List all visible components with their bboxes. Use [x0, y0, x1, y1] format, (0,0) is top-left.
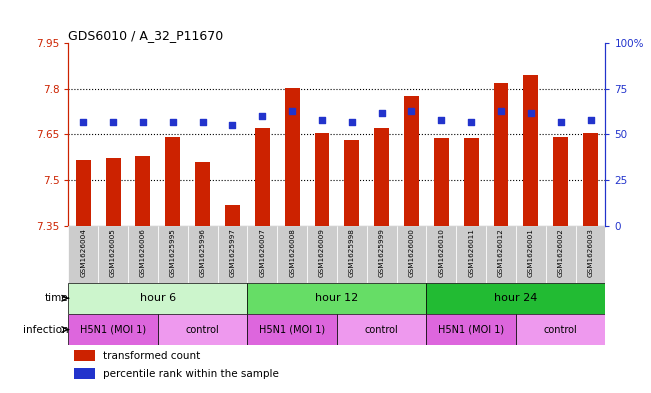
Bar [247, 226, 277, 283]
Text: GSM1625999: GSM1625999 [379, 228, 385, 277]
Point [257, 113, 268, 119]
Bar [344, 140, 359, 226]
Text: GSM1626001: GSM1626001 [528, 228, 534, 277]
Text: GSM1626002: GSM1626002 [558, 228, 564, 277]
Text: control: control [365, 325, 398, 334]
Bar [404, 96, 419, 226]
Bar [187, 226, 217, 283]
Text: hour 24: hour 24 [494, 293, 538, 303]
Point [197, 119, 208, 125]
Point [346, 119, 357, 125]
Bar [247, 283, 426, 314]
Point [108, 119, 118, 125]
Text: hour 12: hour 12 [315, 293, 359, 303]
Text: GSM1625996: GSM1625996 [200, 228, 206, 277]
Text: H5N1 (MOI 1): H5N1 (MOI 1) [438, 325, 505, 334]
Bar [464, 138, 478, 226]
Text: GSM1626000: GSM1626000 [408, 228, 415, 277]
Bar [396, 226, 426, 283]
Text: GSM1626006: GSM1626006 [140, 228, 146, 277]
Bar [135, 156, 150, 226]
Bar [68, 314, 158, 345]
Point [406, 108, 417, 114]
Text: percentile rank within the sample: percentile rank within the sample [104, 369, 279, 378]
Point [287, 108, 298, 114]
Text: GSM1626005: GSM1626005 [110, 228, 116, 277]
Text: infection: infection [23, 325, 68, 334]
Point [227, 122, 238, 129]
Text: GSM1626012: GSM1626012 [498, 228, 504, 277]
Bar [128, 226, 158, 283]
Bar [337, 314, 426, 345]
Bar [314, 132, 329, 226]
Text: GSM1625995: GSM1625995 [170, 228, 176, 277]
Bar [76, 160, 90, 226]
Bar [247, 314, 337, 345]
Text: H5N1 (MOI 1): H5N1 (MOI 1) [259, 325, 326, 334]
Bar [553, 136, 568, 226]
Bar [255, 128, 270, 226]
Point [167, 119, 178, 125]
Bar [74, 368, 95, 379]
Bar [426, 226, 456, 283]
Bar [217, 226, 247, 283]
Bar [546, 226, 575, 283]
Bar [367, 226, 396, 283]
Point [585, 117, 596, 123]
Text: GSM1626003: GSM1626003 [587, 228, 594, 277]
Point [466, 119, 477, 125]
Bar [516, 226, 546, 283]
Point [138, 119, 148, 125]
Point [436, 117, 447, 123]
Text: hour 6: hour 6 [140, 293, 176, 303]
Bar [575, 226, 605, 283]
Text: GSM1625998: GSM1625998 [349, 228, 355, 277]
Text: GSM1626004: GSM1626004 [80, 228, 87, 277]
Bar [68, 283, 247, 314]
Bar [105, 158, 120, 226]
Text: H5N1 (MOI 1): H5N1 (MOI 1) [80, 325, 146, 334]
Bar [74, 350, 95, 361]
Text: GSM1626008: GSM1626008 [289, 228, 295, 277]
Bar [68, 226, 98, 283]
Text: control: control [544, 325, 577, 334]
Bar [337, 226, 367, 283]
Text: control: control [186, 325, 219, 334]
Point [376, 109, 387, 116]
Text: GSM1625997: GSM1625997 [229, 228, 236, 277]
Bar [516, 314, 605, 345]
Bar [225, 205, 240, 226]
Bar [426, 283, 605, 314]
Bar [284, 88, 299, 226]
Bar [493, 83, 508, 226]
Bar [277, 226, 307, 283]
Bar [434, 138, 449, 226]
Point [525, 109, 536, 116]
Text: transformed count: transformed count [104, 351, 201, 361]
Text: time: time [45, 293, 68, 303]
Bar [195, 162, 210, 226]
Bar [307, 226, 337, 283]
Bar [158, 314, 247, 345]
Point [317, 117, 327, 123]
Text: GDS6010 / A_32_P11670: GDS6010 / A_32_P11670 [68, 29, 223, 42]
Point [496, 108, 506, 114]
Text: GSM1626011: GSM1626011 [468, 228, 474, 277]
Point [555, 119, 566, 125]
Bar [426, 314, 516, 345]
Text: GSM1626010: GSM1626010 [438, 228, 445, 277]
Bar [98, 226, 128, 283]
Bar [456, 226, 486, 283]
Bar [583, 132, 598, 226]
Point [78, 119, 89, 125]
Text: GSM1626009: GSM1626009 [319, 228, 325, 277]
Bar [374, 128, 389, 226]
Text: GSM1626007: GSM1626007 [259, 228, 266, 277]
Bar [158, 226, 187, 283]
Bar [486, 226, 516, 283]
Bar [165, 136, 180, 226]
Bar [523, 75, 538, 226]
